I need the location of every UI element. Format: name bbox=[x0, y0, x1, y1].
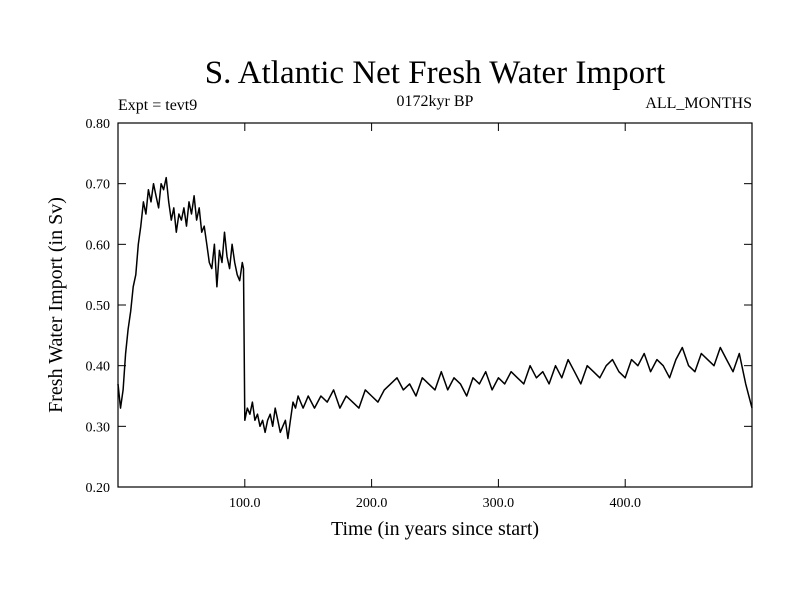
y-tick-label: 0.40 bbox=[86, 360, 111, 375]
y-tick-label: 0.20 bbox=[86, 481, 111, 496]
x-tick-label: 200.0 bbox=[356, 496, 388, 511]
y-tick-label: 0.70 bbox=[86, 178, 111, 193]
fresh-water-import-line bbox=[117, 176, 753, 440]
x-tick-label: 100.0 bbox=[229, 496, 261, 511]
chart-title: S. Atlantic Net Fresh Water Import bbox=[205, 55, 666, 91]
y-tick-label: 0.30 bbox=[86, 420, 111, 435]
months-label: ALL_MONTHS bbox=[645, 95, 752, 112]
x-tick-label: 300.0 bbox=[483, 496, 515, 511]
y-axis: 0.20 0.30 0.40 0.50 0.60 0.70 0.80 bbox=[86, 117, 752, 496]
y-tick-label: 0.50 bbox=[86, 299, 111, 314]
x-axis-label: Time (in years since start) bbox=[331, 518, 539, 540]
experiment-label: Expt = tevt9 bbox=[118, 97, 197, 114]
x-axis: 100.0 200.0 300.0 400.0 bbox=[229, 123, 641, 511]
y-axis-label: Fresh Water Import (in Sv) bbox=[45, 197, 67, 413]
y-tick-label: 0.80 bbox=[86, 117, 111, 132]
y-tick-label: 0.60 bbox=[86, 238, 111, 253]
x-tick-label: 400.0 bbox=[609, 496, 641, 511]
plot-frame bbox=[117, 122, 753, 488]
period-label: 0172kyr BP bbox=[397, 93, 474, 110]
